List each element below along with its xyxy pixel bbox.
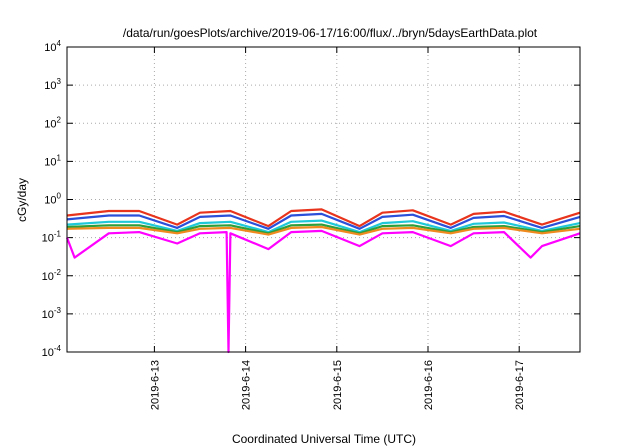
x-tick-label: 2019-6-13 xyxy=(149,360,161,410)
x-tick-label: 2019-6-15 xyxy=(332,360,344,410)
y-tick-label: 104 xyxy=(44,39,61,54)
series-line xyxy=(66,212,581,230)
x-axis-label: Coordinated Universal Time (UTC) xyxy=(232,432,416,446)
y-tick-label: 10-2 xyxy=(42,268,62,283)
y-tick-label: 10-3 xyxy=(42,306,62,321)
series-line xyxy=(66,219,581,234)
series-line xyxy=(65,229,581,354)
y-tick-label: 10-1 xyxy=(42,230,62,245)
y-tick-label: 103 xyxy=(44,77,61,92)
x-tick-label: 2019-6-17 xyxy=(514,360,526,410)
y-tick-label: 101 xyxy=(44,153,61,168)
x-tick-label: 2019-6-16 xyxy=(423,360,435,410)
y-tick-labels: 10-4 10-3 10-2 10-1 100 101 102 103 104 xyxy=(42,39,62,359)
series-layer xyxy=(65,208,581,354)
grid xyxy=(67,46,580,353)
y-axis-label: cGy/day xyxy=(15,178,29,222)
series-line xyxy=(66,208,581,228)
plot-frame xyxy=(66,46,581,353)
x-tick-labels: 2019-6-13 2019-6-14 2019-6-15 2019-6-16 2019… xyxy=(149,360,526,410)
y-tick-label: 100 xyxy=(44,192,61,207)
series-line xyxy=(66,225,581,236)
x-tick-label: 2019-6-14 xyxy=(241,360,253,410)
y-tick-label: 10-4 xyxy=(42,344,62,359)
chart-title: /data/run/goesPlots/archive/2019-06-17/1… xyxy=(123,26,538,40)
y-tick-label: 102 xyxy=(44,115,61,130)
series-line xyxy=(66,223,581,235)
